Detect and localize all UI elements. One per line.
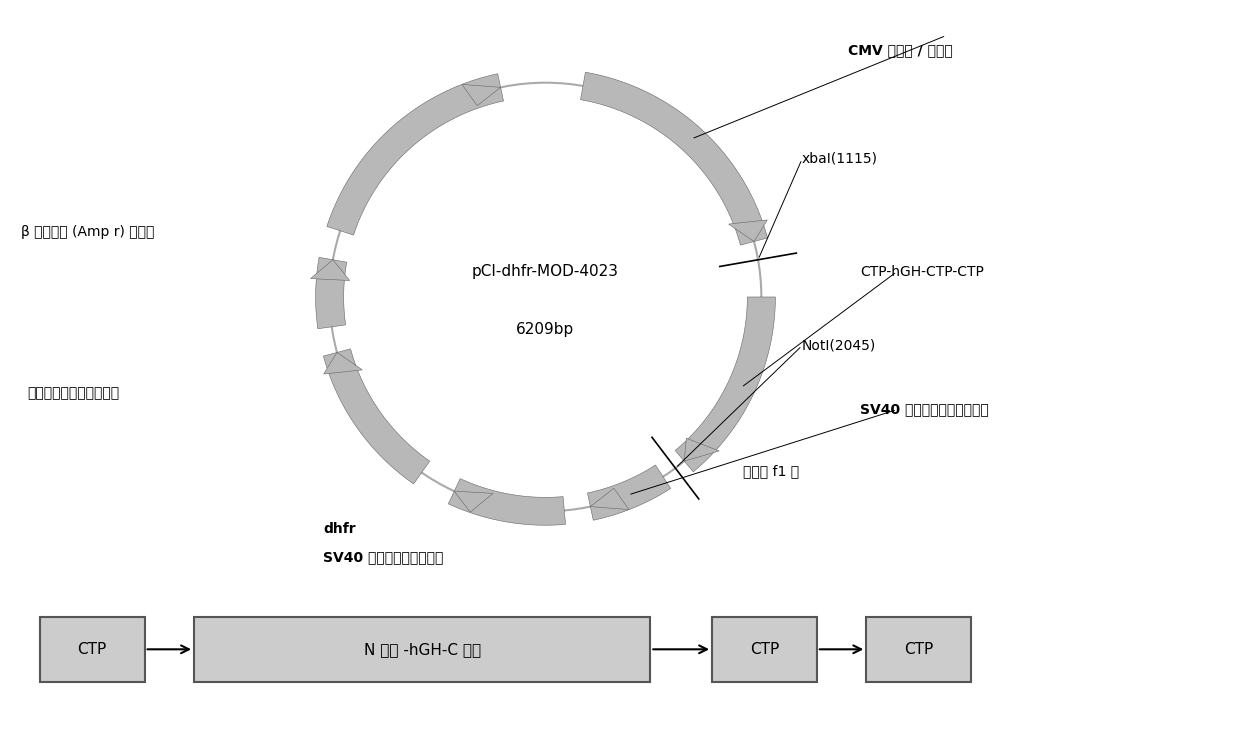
Polygon shape <box>449 479 565 526</box>
Text: 噬菌体 f1 区: 噬菌体 f1 区 <box>743 464 799 478</box>
Text: 合成的多聚腔苷酸化信号: 合成的多聚腔苷酸化信号 <box>27 386 120 400</box>
Text: NotI(2045): NotI(2045) <box>802 339 876 353</box>
Text: 6209bp: 6209bp <box>517 322 575 337</box>
Text: CTP: CTP <box>750 642 779 657</box>
FancyBboxPatch shape <box>40 616 145 682</box>
Polygon shape <box>587 465 670 520</box>
Polygon shape <box>675 297 776 472</box>
Polygon shape <box>316 258 347 329</box>
Polygon shape <box>311 260 349 280</box>
Polygon shape <box>323 349 430 484</box>
Text: CTP: CTP <box>904 642 933 657</box>
Text: SV40 增强子和早期启动子: SV40 增强子和早期启动子 <box>323 550 444 564</box>
Text: CTP-hGH-CTP-CTP: CTP-hGH-CTP-CTP <box>860 264 984 279</box>
Text: dhfr: dhfr <box>323 523 356 537</box>
FancyBboxPatch shape <box>195 616 650 682</box>
Text: N 末端 -hGH-C 末端: N 末端 -hGH-C 末端 <box>363 642 481 657</box>
Polygon shape <box>323 352 362 374</box>
Text: pCI-dhfr-MOD-4023: pCI-dhfr-MOD-4023 <box>472 264 620 279</box>
Polygon shape <box>590 488 629 509</box>
Text: CMV 增加子 / 启动子: CMV 增加子 / 启动子 <box>847 43 953 57</box>
Polygon shape <box>327 74 503 235</box>
Polygon shape <box>455 491 493 512</box>
FancyBboxPatch shape <box>866 616 971 682</box>
Polygon shape <box>462 84 501 105</box>
Polygon shape <box>581 72 767 245</box>
Text: β 内酯胺酶 (Amp r) 编码区: β 内酯胺酶 (Amp r) 编码区 <box>21 225 155 239</box>
Polygon shape <box>684 438 719 461</box>
FancyBboxPatch shape <box>712 616 817 682</box>
Polygon shape <box>729 220 767 242</box>
Text: SV40 晩期多聚腔苷酸化信号: SV40 晩期多聚腔苷酸化信号 <box>860 403 989 417</box>
Text: xbaI(1115): xbaI(1115) <box>802 152 878 166</box>
Text: CTP: CTP <box>78 642 107 657</box>
